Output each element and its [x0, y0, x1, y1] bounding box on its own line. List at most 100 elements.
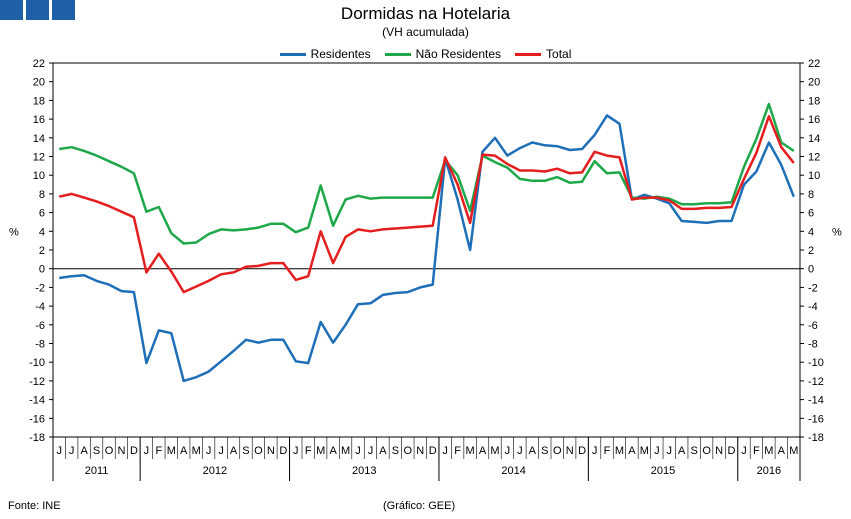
series-line-total	[58, 115, 795, 294]
x-tick-label: D	[578, 445, 586, 457]
x-tick-label: M	[465, 445, 474, 457]
y-tick-label-left: -4	[35, 301, 45, 313]
year-label: 2015	[651, 465, 675, 477]
x-tick-label: N	[117, 445, 125, 457]
y-tick-label-right: 16	[808, 114, 820, 126]
x-tick-label: A	[329, 445, 337, 457]
y-tick-label-left: 10	[33, 170, 45, 182]
y-axis-label-right: %	[832, 226, 842, 238]
legend-item: Não Residentes	[384, 47, 501, 61]
x-tick-label: S	[541, 445, 548, 457]
legend-swatch	[279, 52, 306, 56]
y-tick-label-left: 20	[33, 77, 45, 89]
y-tick-label-left: -8	[35, 339, 45, 351]
y-tick-label-left: -10	[29, 357, 45, 369]
credit-note: (Gráfico: GEE)	[383, 500, 456, 512]
legend-swatch	[384, 52, 411, 56]
x-tick-label: F	[155, 445, 162, 457]
year-label: 2016	[757, 465, 781, 477]
x-tick-label: M	[167, 445, 176, 457]
y-tick-label-left: -6	[35, 320, 45, 332]
year-label: 2013	[352, 465, 376, 477]
logo-square	[52, 0, 75, 20]
year-label: 2012	[203, 465, 227, 477]
x-tick-label: J	[218, 445, 224, 457]
x-tick-label: O	[105, 445, 114, 457]
x-tick-label: A	[678, 445, 686, 457]
y-tick-label-right: 2	[808, 245, 814, 257]
legend-swatch	[515, 52, 542, 56]
y-tick-label-left: 16	[33, 114, 45, 126]
x-tick-label: O	[404, 445, 413, 457]
x-tick-label: S	[93, 445, 100, 457]
y-tick-label-left: 14	[33, 133, 45, 145]
chart-title: Dormidas na Hotelaria	[340, 4, 511, 23]
x-tick-label: J	[144, 445, 150, 457]
logo-square	[26, 0, 49, 20]
x-tick-label: M	[764, 445, 773, 457]
x-tick-label: F	[604, 445, 611, 457]
x-tick-label: J	[667, 445, 673, 457]
y-tick-label-right: 6	[808, 208, 814, 220]
x-tick-label: A	[80, 445, 88, 457]
x-tick-label: M	[789, 445, 798, 457]
x-tick-label: F	[305, 445, 312, 457]
x-tick-label: N	[715, 445, 723, 457]
y-tick-label-left: 6	[39, 208, 45, 220]
x-tick-label: A	[628, 445, 636, 457]
y-tick-label-right: -4	[808, 301, 818, 313]
year-label: 2014	[501, 465, 525, 477]
x-tick-label: A	[180, 445, 188, 457]
series-line-residentes	[59, 114, 795, 383]
x-tick-label: M	[490, 445, 499, 457]
x-tick-label: O	[553, 445, 562, 457]
y-tick-label-right: 0	[808, 264, 814, 276]
x-tick-label: F	[454, 445, 461, 457]
x-tick-label: A	[230, 445, 238, 457]
x-tick-label: A	[479, 445, 487, 457]
x-tick-label: J	[654, 445, 660, 457]
x-tick-label: N	[566, 445, 574, 457]
x-tick-label: J	[355, 445, 361, 457]
x-tick-label: D	[130, 445, 138, 457]
x-tick-label: O	[702, 445, 711, 457]
x-tick-label: A	[379, 445, 387, 457]
legend-item: Residentes	[279, 47, 371, 61]
y-tick-label-left: 4	[39, 226, 45, 238]
x-tick-label: J	[69, 445, 75, 457]
plot-frame	[52, 62, 801, 438]
x-tick-label: M	[341, 445, 350, 457]
y-tick-label-left: -2	[35, 282, 45, 294]
y-tick-label-right: 14	[808, 133, 820, 145]
y-tick-label-left: 12	[33, 152, 45, 164]
y-tick-label-left: -14	[29, 395, 45, 407]
y-tick-label-right: 20	[808, 77, 820, 89]
y-tick-label-left: 22	[33, 58, 45, 70]
x-tick-label: D	[279, 445, 287, 457]
x-tick-label: S	[392, 445, 399, 457]
y-tick-label-left: 0	[39, 264, 45, 276]
y-tick-label-right: -16	[808, 413, 824, 425]
y-tick-label-right: 4	[808, 226, 814, 238]
legend-label: Total	[546, 47, 572, 61]
x-tick-label: J	[505, 445, 511, 457]
x-tick-label: N	[416, 445, 424, 457]
x-tick-label: J	[592, 445, 598, 457]
x-tick-label: S	[242, 445, 249, 457]
y-tick-label-right: -14	[808, 395, 824, 407]
x-tick-label: F	[753, 445, 760, 457]
y-tick-label-right: -8	[808, 339, 818, 351]
y-tick-label-right: -2	[808, 282, 818, 294]
y-tick-label-right: 10	[808, 170, 820, 182]
x-tick-label: M	[192, 445, 201, 457]
x-tick-label: J	[442, 445, 448, 457]
x-tick-label: M	[640, 445, 649, 457]
x-tick-label: J	[741, 445, 747, 457]
y-tick-label-left: 2	[39, 245, 45, 257]
x-tick-label: A	[778, 445, 786, 457]
y-tick-label-right: 12	[808, 152, 820, 164]
y-tick-label-right: 8	[808, 189, 814, 201]
x-tick-label: M	[316, 445, 325, 457]
legend-label: Residentes	[310, 47, 371, 61]
